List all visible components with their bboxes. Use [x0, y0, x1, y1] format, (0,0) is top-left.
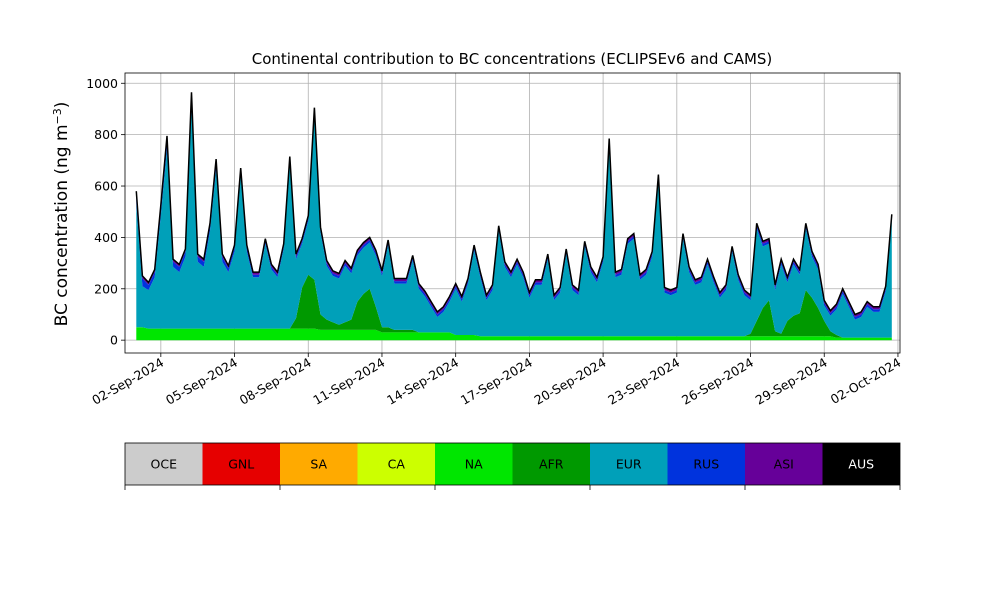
region-colorbar-legend: OCE GNL SA CA NA AFR EUR RUS ASI AUS: [124, 442, 901, 490]
area-eur: [136, 105, 892, 338]
legend-swatch-oce: [125, 443, 203, 485]
legend-swatch-sa: [280, 443, 358, 485]
legend-label-sa: SA: [310, 457, 327, 472]
area-na: [136, 327, 892, 341]
legend-swatch-ca: [357, 443, 435, 485]
y-axis-label-main: BC concentration (ng m: [52, 124, 72, 326]
y-tick-label: 800: [94, 127, 118, 142]
legend-label-oce: OCE: [151, 457, 178, 472]
legend-label-asi: ASI: [774, 457, 794, 472]
legend-label-gnl: GNL: [228, 457, 254, 472]
y-tick-label: 600: [94, 179, 118, 194]
axes-frame: [124, 72, 901, 354]
chart-title: Continental contribution to BC concentra…: [252, 50, 773, 68]
y-axis-label: BC concentration (ng m−3): [51, 102, 73, 327]
legend-frame: [124, 442, 901, 486]
legend-swatch-gnl: [202, 443, 280, 485]
legend-swatch-eur: [590, 443, 668, 485]
legend-label-afr: AFR: [539, 457, 564, 472]
legend-swatch-asi: [745, 443, 823, 485]
legend-swatch-aus: [822, 443, 900, 485]
legend-label-aus: AUS: [848, 457, 874, 472]
total-line: [135, 92, 893, 316]
legend-label-na: NA: [465, 457, 483, 472]
legend-swatch-rus: [667, 443, 745, 485]
legend-label-rus: RUS: [693, 457, 719, 472]
legend-label-ca: CA: [388, 457, 406, 472]
y-tick-label: 0: [110, 333, 118, 348]
legend-swatch-na: [435, 443, 513, 485]
y-axis-label-close: ): [52, 102, 72, 109]
area-afr: [136, 274, 892, 338]
y-tick-label: 200: [94, 281, 118, 296]
legend-swatch-afr: [512, 443, 590, 485]
y-tick-label: 400: [94, 230, 118, 245]
y-axis-label-exponent: −3: [51, 108, 64, 124]
legend-label-eur: EUR: [616, 457, 642, 472]
y-tick-label: 1000: [86, 76, 118, 91]
